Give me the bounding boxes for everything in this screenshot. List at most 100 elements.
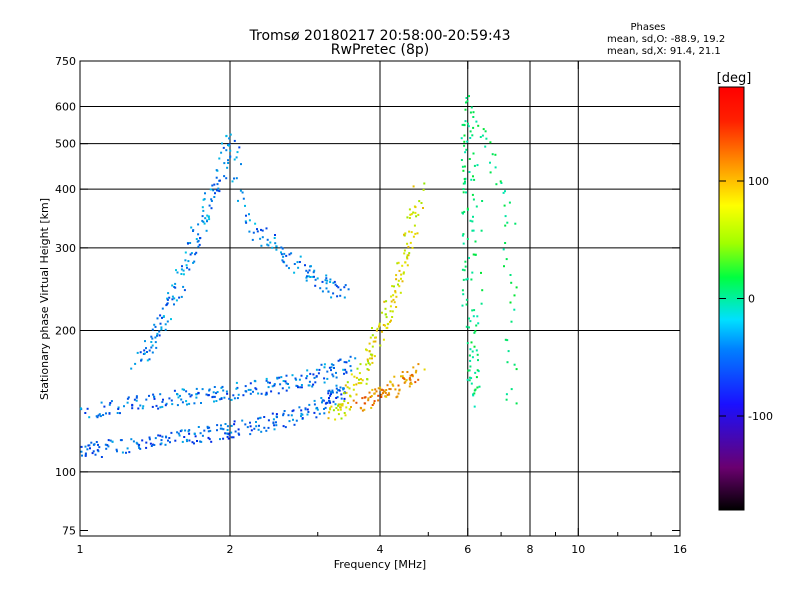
data-point bbox=[180, 273, 183, 275]
data-point bbox=[392, 294, 395, 297]
data-point bbox=[250, 429, 253, 432]
data-point bbox=[330, 369, 332, 372]
data-point bbox=[330, 363, 333, 366]
data-point bbox=[111, 440, 114, 443]
data-point bbox=[326, 279, 329, 282]
data-point bbox=[340, 393, 343, 396]
data-point bbox=[256, 230, 259, 233]
data-point bbox=[159, 314, 162, 317]
data-point bbox=[154, 336, 157, 339]
data-point bbox=[473, 392, 476, 395]
data-point bbox=[265, 377, 268, 380]
data-point bbox=[187, 242, 189, 245]
data-point bbox=[156, 317, 159, 320]
data-point bbox=[411, 246, 414, 249]
data-point bbox=[403, 381, 406, 384]
data-point bbox=[393, 375, 396, 378]
data-point bbox=[331, 389, 334, 392]
data-point bbox=[245, 221, 248, 224]
data-point bbox=[138, 443, 141, 446]
data-point bbox=[465, 191, 467, 194]
data-point bbox=[177, 432, 180, 435]
data-point bbox=[327, 390, 330, 393]
data-point bbox=[473, 389, 476, 392]
data-point bbox=[247, 388, 250, 391]
data-point bbox=[121, 451, 124, 454]
data-point bbox=[345, 406, 348, 409]
data-point bbox=[423, 182, 426, 185]
data-point bbox=[208, 388, 211, 391]
data-point bbox=[313, 269, 316, 272]
data-point bbox=[323, 408, 325, 410]
data-point bbox=[176, 404, 179, 407]
data-point bbox=[117, 406, 120, 409]
data-point bbox=[214, 192, 216, 195]
data-point bbox=[168, 437, 171, 439]
data-point bbox=[411, 375, 414, 378]
data-point bbox=[469, 359, 472, 362]
data-point bbox=[320, 397, 323, 399]
data-point bbox=[192, 229, 195, 232]
data-point bbox=[464, 260, 467, 263]
data-point bbox=[143, 352, 146, 355]
data-point bbox=[323, 363, 326, 366]
data-point bbox=[296, 261, 299, 264]
data-point bbox=[87, 444, 90, 447]
data-point bbox=[468, 376, 471, 379]
data-point bbox=[156, 334, 158, 337]
data-point bbox=[472, 253, 475, 256]
data-point bbox=[309, 276, 312, 278]
data-point bbox=[472, 175, 474, 178]
data-point bbox=[149, 442, 152, 445]
data-point bbox=[478, 385, 481, 388]
data-point bbox=[261, 236, 264, 239]
data-point bbox=[352, 383, 355, 386]
data-point bbox=[463, 124, 466, 127]
data-point bbox=[347, 402, 350, 404]
data-point bbox=[136, 442, 139, 445]
data-point bbox=[282, 255, 285, 258]
data-point bbox=[280, 253, 283, 256]
data-point bbox=[472, 126, 475, 129]
data-point bbox=[474, 240, 477, 243]
data-point bbox=[401, 280, 404, 283]
data-point bbox=[473, 309, 476, 312]
data-point bbox=[373, 355, 376, 358]
data-point bbox=[251, 238, 254, 241]
data-point bbox=[481, 289, 484, 292]
data-point bbox=[294, 377, 297, 380]
data-point bbox=[335, 376, 338, 379]
data-point bbox=[463, 144, 466, 147]
data-point bbox=[461, 234, 464, 237]
data-point bbox=[325, 277, 328, 280]
data-point bbox=[283, 410, 286, 412]
data-point bbox=[287, 383, 289, 385]
data-point bbox=[394, 291, 397, 294]
data-point bbox=[321, 280, 324, 283]
data-point bbox=[361, 397, 364, 400]
colorbar-tick-label: 100 bbox=[748, 175, 769, 188]
data-point bbox=[350, 373, 353, 376]
data-point bbox=[215, 400, 218, 402]
data-point bbox=[414, 381, 417, 384]
data-point bbox=[290, 414, 293, 417]
data-point bbox=[275, 413, 278, 416]
data-point bbox=[205, 229, 208, 232]
data-point bbox=[282, 380, 285, 382]
data-point bbox=[345, 371, 348, 374]
data-point bbox=[505, 258, 508, 261]
data-point bbox=[161, 435, 164, 438]
data-point bbox=[465, 325, 468, 328]
data-point bbox=[159, 322, 162, 325]
data-point bbox=[422, 207, 424, 209]
data-point bbox=[181, 265, 183, 268]
data-point bbox=[284, 426, 287, 429]
chart-subtitle: RwPretec (8p) bbox=[331, 42, 429, 58]
data-point bbox=[460, 137, 463, 140]
data-point bbox=[463, 165, 466, 168]
data-point bbox=[311, 385, 314, 388]
data-point bbox=[474, 371, 477, 374]
data-point bbox=[357, 382, 360, 385]
data-point bbox=[235, 177, 238, 180]
data-point bbox=[254, 222, 257, 225]
